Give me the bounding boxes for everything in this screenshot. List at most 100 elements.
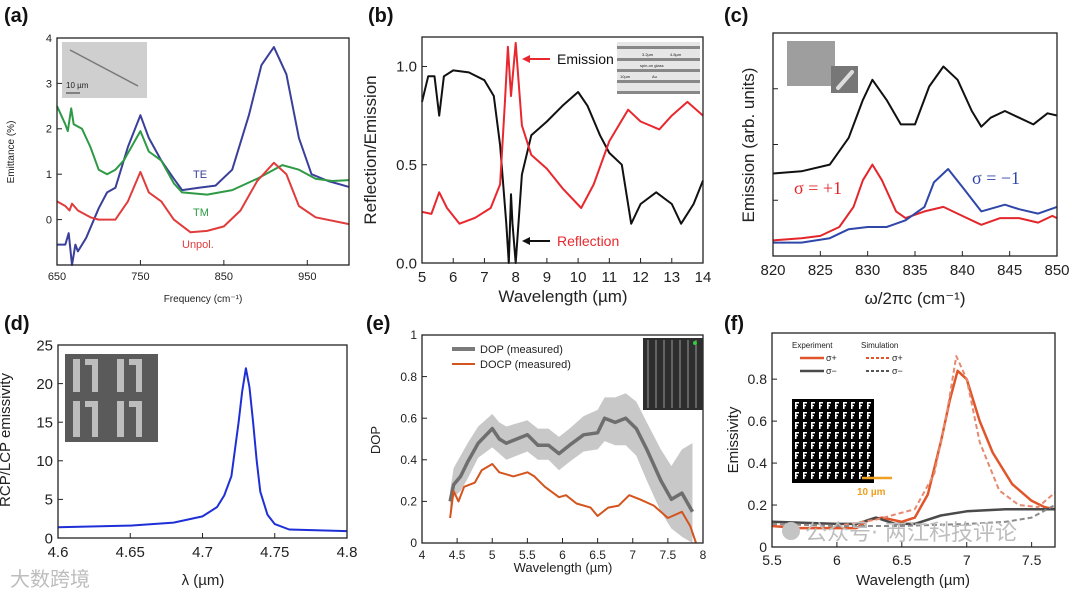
y-tick-label: 0.2 xyxy=(748,497,768,513)
plot-c: 820 825 830 835 840 845 850 ω/2πc (cm⁻¹) Emissio… xyxy=(739,32,1070,308)
series-line-0 xyxy=(772,65,1058,175)
y-tick-label: 5 xyxy=(45,492,53,509)
annotation: TM xyxy=(193,207,209,219)
x-tick-label: 950 xyxy=(298,271,316,283)
x-axis-label: ω/2πc (cm⁻¹) xyxy=(864,289,965,308)
panel-label-f: (f) xyxy=(724,313,744,335)
x-tick-label: 7.5 xyxy=(1022,552,1042,568)
y-tick-label: 0.5 xyxy=(396,157,417,174)
y-tick-label: 0.8 xyxy=(400,370,417,384)
legend-label: σ+ xyxy=(826,353,837,363)
legend-header: Simulation xyxy=(861,341,898,350)
x-tick-label: 5.5 xyxy=(762,552,782,568)
x-tick-label: 9 xyxy=(543,269,551,286)
y-axis-label: Emittance (%) xyxy=(6,121,17,184)
panel-label-c: (c) xyxy=(724,5,748,27)
inset-e-sem xyxy=(643,338,703,410)
legend-e: DOP (measured) DOCP (measured) xyxy=(452,344,571,371)
inset-a-scale: 10 µm xyxy=(66,81,89,90)
inset-b-text: Au xyxy=(652,74,657,79)
y-tick-label: 0.4 xyxy=(748,455,768,471)
y-tick-label: 0.4 xyxy=(400,453,417,467)
panel-label-b: (b) xyxy=(368,5,394,27)
x-tick-label: 7 xyxy=(963,552,971,568)
inset-b-text: spin-on glass xyxy=(640,63,664,68)
x-tick-label: 6 xyxy=(559,548,566,562)
x-tick-label: 4.6 xyxy=(48,544,69,561)
plot-d: 4.6 4.65 4.7 4.75 4.8 0 5 10 15 20 25 λ (µm) RCP/LCP… xyxy=(0,337,357,589)
inset-b-schematic: 3.2µm 4.8µm spin-on glass 10µm Au xyxy=(617,42,700,94)
panel-label-a: (a) xyxy=(4,5,28,27)
x-tick-label: 4.8 xyxy=(337,544,358,561)
x-tick-label: 650 xyxy=(48,271,66,283)
x-tick-label: 4.7 xyxy=(192,544,213,561)
y-tick-label: 0 xyxy=(759,539,767,555)
x-tick-label: 5.5 xyxy=(519,548,536,562)
y-tick-label: 20 xyxy=(36,376,53,393)
x-tick-label: 14 xyxy=(695,269,712,286)
x-axis-label: Wavelength (µm) xyxy=(514,560,613,575)
annotation: σ = −1 xyxy=(972,168,1020,188)
inset-b-text: 10µm xyxy=(620,74,631,79)
plot-frame xyxy=(56,37,350,266)
y-tick-label: 1 xyxy=(46,169,52,181)
x-tick-label: 750 xyxy=(131,271,149,283)
legend-label: DOP (measured) xyxy=(480,344,563,356)
x-tick-label: 8 xyxy=(511,269,519,286)
x-tick-label: 7 xyxy=(629,548,636,562)
y-tick-label: 10 xyxy=(36,453,53,470)
x-axis-label: Frequency (cm⁻¹) xyxy=(164,294,243,305)
x-axis-label: λ (µm) xyxy=(182,572,225,589)
x-tick-label: 845 xyxy=(997,262,1022,279)
y-tick-label: 0.8 xyxy=(748,371,768,387)
panel-label-d: (d) xyxy=(4,313,30,335)
y-axis-label: Emission (arb. units) xyxy=(739,68,758,223)
inset-d-sem xyxy=(65,354,158,442)
x-tick-label: 7 xyxy=(480,269,488,286)
x-tick-label: 4 xyxy=(419,548,426,562)
x-tick-label: 6 xyxy=(833,552,841,568)
y-axis-label: Emissivity xyxy=(725,406,742,473)
inset-f-sem: 10 µm xyxy=(792,399,892,498)
annotation: σ = +1 xyxy=(794,178,842,198)
watermark-left: 大数跨境 xyxy=(10,567,90,591)
legend-label: DOCP (measured) xyxy=(480,359,571,371)
series-line-0 xyxy=(448,416,695,513)
y-tick-label: 1 xyxy=(410,328,417,342)
y-tick-label: 0 xyxy=(45,530,53,547)
y-tick-label: 0.2 xyxy=(400,495,417,509)
y-axis-label: DOP xyxy=(368,426,383,454)
series-line-2 xyxy=(56,161,350,234)
plot-e: 4 4.5 5 5.5 6 6.5 7 7.5 8 0 0.2 0.4 0.6 0.8 1 Wavelengt… xyxy=(368,328,707,575)
x-tick-label: 820 xyxy=(760,262,785,279)
annotation: Emission xyxy=(557,51,614,67)
y-tick-label: 0.6 xyxy=(400,411,417,425)
series-line-3 xyxy=(771,504,1056,527)
arrow-head xyxy=(522,237,530,245)
inset-b-text: 3.2µm xyxy=(642,52,654,57)
y-tick-label: 0.6 xyxy=(748,413,768,429)
y-tick-label: 0 xyxy=(410,536,417,550)
plot-b: 5 6 7 8 9 10 11 12 13 14 0.0 0.5 1.0 Wavelength (µm) R… xyxy=(361,36,712,306)
legend-label: σ− xyxy=(892,366,903,376)
series-line-2 xyxy=(773,168,1058,244)
arrow-head xyxy=(522,55,530,63)
y-axis-label: RCP/LCP emissivity xyxy=(0,373,14,507)
x-tick-label: 5 xyxy=(418,269,426,286)
x-tick-label: 10 xyxy=(570,269,587,286)
x-tick-label: 11 xyxy=(602,269,618,286)
x-tick-label: 12 xyxy=(632,269,649,286)
x-tick-label: 835 xyxy=(902,262,927,279)
x-tick-label: 840 xyxy=(950,262,975,279)
x-tick-label: 6.5 xyxy=(892,552,912,568)
x-tick-label: 4.65 xyxy=(116,544,145,561)
annotation: Unpol. xyxy=(182,239,214,251)
inset-c-sem xyxy=(787,41,858,93)
legend-header: Experiment xyxy=(792,341,833,350)
x-axis-label: Wavelength (µm) xyxy=(856,572,970,589)
annotation: Reflection xyxy=(557,233,619,249)
legend-label: σ+ xyxy=(892,353,903,363)
plot-f: 5.5 6 6.5 7 7.5 0 0.2 0.4 0.6 0.8 Wavelength (µm) E… xyxy=(725,332,1056,589)
y-tick-label: 15 xyxy=(36,414,53,431)
